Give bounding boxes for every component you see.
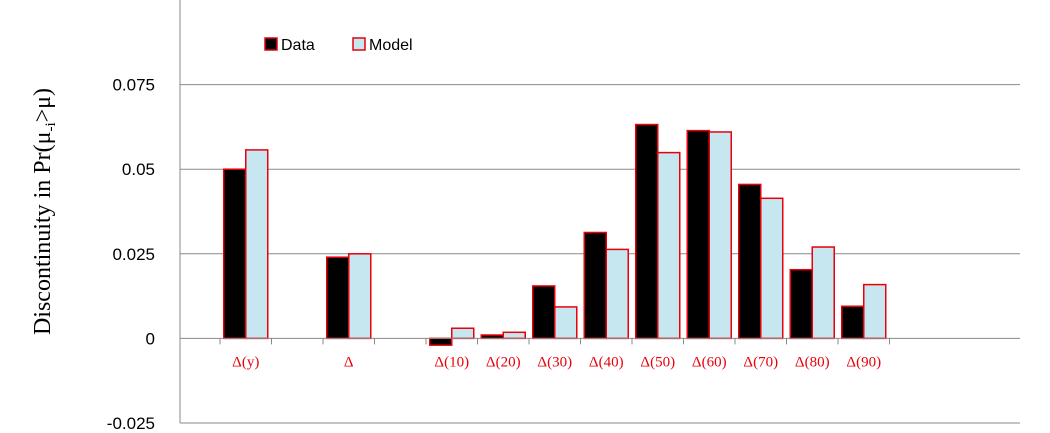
bar-data [583, 231, 607, 340]
bar-model [554, 306, 578, 340]
legend-label-data: Data [281, 37, 315, 54]
bar-model [451, 327, 475, 340]
x-tick-label: Δ(60) [692, 354, 727, 370]
y-tick-label: 0.025 [112, 245, 155, 264]
bar-model [760, 197, 784, 340]
y-axis-label-main: Discontinuity in Pr(μ [30, 132, 56, 336]
bar-data [532, 285, 556, 340]
x-tick-label: Δ(y) [232, 354, 259, 370]
bar-data [738, 183, 762, 340]
x-tick-label: Δ(10) [434, 354, 469, 370]
bar-data [686, 129, 710, 340]
y-axis-label: Discontinuity in Pr(μ-i>μ) [30, 88, 59, 335]
x-tick-label: Δ(20) [486, 354, 521, 370]
x-tick-marks [219, 338, 890, 345]
x-tick-label: Δ(30) [537, 354, 572, 370]
bar-model [502, 331, 526, 340]
bar-model [348, 253, 372, 340]
bar-model [811, 246, 835, 340]
bar-data [223, 168, 247, 340]
y-tick-label: 0.05 [122, 160, 155, 179]
bar-data [480, 334, 504, 340]
y-axis-label-subscript: -i [43, 122, 59, 131]
x-tick-label: Δ(50) [640, 354, 675, 370]
bar-data [635, 123, 659, 340]
legend-label-model: Model [369, 37, 413, 54]
x-tick-labels: Δ(y) Δ Δ(10) Δ(20) Δ(30) Δ(40) Δ(50) Δ(60) Δ(70)… [232, 354, 881, 370]
x-tick-label: Δ(90) [846, 354, 881, 370]
bar-data [789, 268, 813, 340]
bar-model [657, 151, 681, 340]
legend-swatch-model [352, 37, 366, 51]
legend-swatch-data [264, 37, 278, 51]
bar-model [245, 149, 269, 340]
bar-model [605, 248, 629, 340]
x-tick-label: Δ(40) [589, 354, 624, 370]
x-tick-label: Δ [344, 354, 354, 370]
y-tick-label: -0.025 [107, 414, 155, 433]
y-tick-labels: 0.075 0.05 0.025 0 -0.025 [107, 76, 155, 433]
x-tick-label: Δ(80) [795, 354, 830, 370]
bar-data [429, 337, 453, 346]
bar-data [841, 305, 865, 340]
x-tick-label: Δ(70) [743, 354, 778, 370]
bar-model [863, 283, 887, 340]
legend: Data Model [264, 37, 413, 54]
bars [223, 123, 887, 346]
bar-model [708, 131, 732, 340]
y-tick-label: 0 [146, 329, 155, 348]
bar-data [326, 256, 350, 340]
y-tick-label: 0.075 [112, 76, 155, 95]
y-axis-label-tail: >μ) [30, 88, 56, 122]
